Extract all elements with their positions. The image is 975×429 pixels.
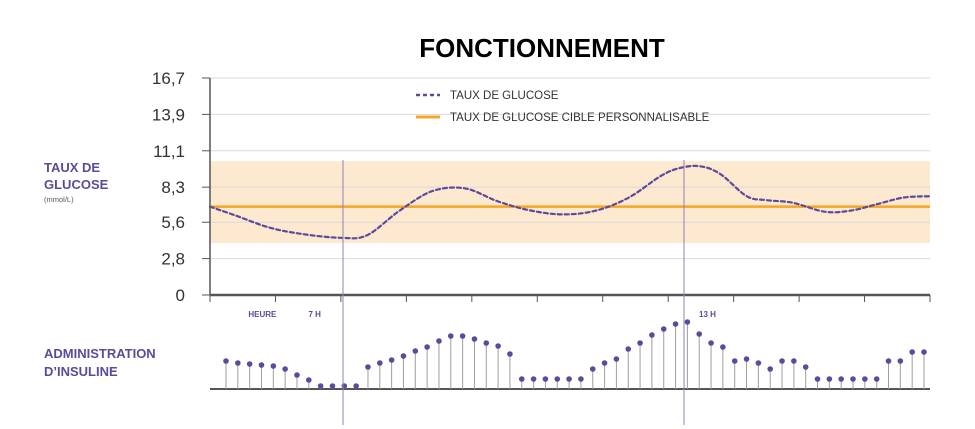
insulin-dose-dot — [696, 331, 703, 337]
y-tick-label: 2,8 — [161, 250, 185, 269]
insulin-dose-dot — [826, 376, 833, 382]
insulin-dose-dot — [483, 340, 490, 346]
legend: TAUX DE GLUCOSE TAUX DE GLUCOSE CIBLE PE… — [416, 90, 710, 124]
insulin-dose-dot — [412, 348, 419, 354]
insulin-dose-dot — [270, 363, 277, 369]
insulin-dose-dot — [518, 376, 525, 382]
insulin-dose-dot — [613, 356, 620, 362]
insulin-dose-dot — [223, 358, 229, 364]
insulin-dose-dot — [767, 366, 774, 372]
insulin-dose-dot — [235, 360, 241, 366]
y-tick-label: 11,1 — [153, 142, 185, 161]
x-tick-label: 7 H — [309, 310, 322, 319]
insulin-dose-dot — [495, 343, 501, 349]
insulin-dose-dot — [684, 319, 691, 325]
insulin-dose-dot — [637, 340, 643, 346]
insulin-dose-dot — [814, 376, 821, 382]
insulin-dose-dot — [566, 376, 572, 382]
insulin-dose-dot — [341, 383, 348, 389]
y-axis-label-line2: GLUCOSE — [44, 177, 109, 192]
insulin-dose-dot — [459, 333, 466, 339]
insulin-dose-dot — [258, 362, 265, 368]
insulin-dose-dot — [530, 376, 537, 382]
y-tick-label: 13,9 — [152, 105, 185, 124]
insulin-dose-dot — [388, 357, 395, 363]
insulin-dose-dot — [873, 376, 880, 382]
insulin-dose-dot — [471, 336, 478, 342]
insulin-label-line1: ADMINISTRATION — [44, 346, 156, 361]
insulin-dose-dot — [862, 376, 868, 382]
x-tick-label: 13 H — [699, 310, 716, 319]
insulin-dose-dot — [625, 346, 632, 352]
insulin-dose-dot — [447, 333, 454, 339]
insulin-dose-dot — [246, 361, 253, 367]
insulin-dose-dot — [578, 376, 584, 382]
y-tick-label: 8,3 — [161, 178, 185, 197]
y-tick-label: 16,7 — [152, 69, 185, 88]
chart-title: FONCTIONNEMENT — [419, 33, 665, 63]
insulin-dose-dot — [779, 358, 785, 364]
insulin-dose-dot — [507, 351, 513, 357]
legend-label-target: TAUX DE GLUCOSE CIBLE PERSONNALISABLE — [450, 112, 710, 124]
insulin-dose-dot — [838, 376, 844, 382]
insulin-dose-dot — [649, 332, 655, 338]
insulin-dose-dot — [589, 366, 596, 372]
insulin-dose-dot — [306, 377, 312, 383]
insulin-dose-dot — [317, 383, 324, 389]
insulin-label-line2: D’INSULINE — [44, 364, 118, 379]
insulin-dose-dot — [802, 364, 809, 370]
insulin-dose-dot — [376, 360, 383, 366]
insulin-dose-dot — [708, 340, 714, 346]
insulin-dose-dot — [400, 353, 407, 359]
insulin-dose-dot — [672, 321, 679, 327]
y-axis-label-line1: TAUX DE — [44, 160, 100, 175]
x-tick-label: HEURE — [248, 310, 277, 319]
insulin-dose-dot — [554, 376, 561, 382]
insulin-dose-dot — [294, 372, 300, 378]
insulin-dose-dot — [755, 360, 762, 366]
insulin-dose-dot — [921, 349, 927, 355]
insulin-dose-dot — [436, 338, 442, 344]
insulin-dose-dot — [542, 376, 549, 382]
insulin-dose-dot — [601, 360, 608, 366]
insulin-dose-dot — [720, 344, 726, 350]
insulin-dose-dot — [850, 376, 856, 382]
insulin-dose-dot — [885, 358, 892, 364]
insulin-dose-dot — [897, 358, 904, 364]
legend-label-glucose: TAUX DE GLUCOSE — [450, 90, 559, 102]
insulin-dose-dot — [660, 326, 667, 332]
insulin-dose-dot — [731, 358, 738, 364]
y-tick-label: 0 — [176, 286, 185, 305]
insulin-dose-dot — [424, 344, 430, 350]
insulin-dose-dot — [282, 366, 288, 372]
target-range-band — [210, 161, 930, 244]
insulin-dose-dot — [791, 358, 797, 364]
insulin-dose-dot — [743, 356, 750, 362]
insulin-dose-dot — [909, 349, 915, 355]
insulin-dose-dot — [353, 383, 359, 389]
y-axis-unit: (mmol/L) — [44, 195, 74, 204]
insulin-dose-dot — [365, 364, 371, 370]
y-tick-label: 5,6 — [161, 213, 185, 232]
insulin-dose-dot — [329, 383, 336, 389]
